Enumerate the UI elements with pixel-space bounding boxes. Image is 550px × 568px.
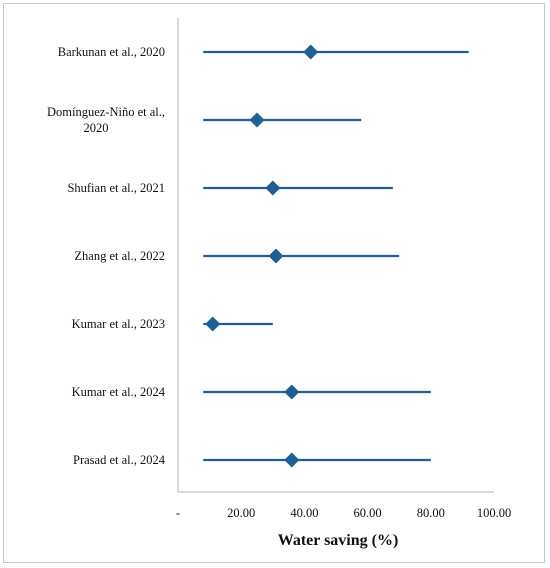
study-row: Prasad et al., 2024 bbox=[73, 452, 431, 468]
point-estimate-marker bbox=[265, 180, 281, 196]
study-row: Shufian et al., 2021 bbox=[67, 180, 393, 196]
study-row: Kumar et al., 2023 bbox=[72, 316, 273, 332]
chart-axes bbox=[177, 18, 494, 493]
study-label: Shufian et al., 2021 bbox=[67, 181, 165, 195]
study-row: Kumar et al., 2024 bbox=[72, 384, 431, 400]
point-estimate-marker bbox=[284, 452, 300, 468]
study-label: Domínguez-Niño et al., bbox=[47, 105, 165, 119]
chart-frame bbox=[3, 3, 545, 563]
x-tick-label: - bbox=[176, 506, 180, 520]
x-tick-label: 40.00 bbox=[290, 506, 318, 520]
point-estimate-marker bbox=[268, 248, 284, 264]
study-row: Domínguez-Niño et al., 2020 bbox=[47, 105, 362, 135]
study-label: Kumar et al., 2023 bbox=[72, 317, 165, 331]
x-tick-label: 60.00 bbox=[354, 506, 382, 520]
study-label: Zhang et al., 2022 bbox=[74, 249, 165, 263]
study-label: 2020 bbox=[84, 121, 109, 135]
x-tick-label: 100.00 bbox=[477, 506, 511, 520]
study-row: Zhang et al., 2022 bbox=[74, 248, 400, 264]
study-rows: Barkunan et al., 2020 Domínguez-Niño et a… bbox=[47, 44, 469, 468]
point-estimate-marker bbox=[303, 44, 319, 60]
study-row: Barkunan et al., 2020 bbox=[58, 44, 469, 60]
point-estimate-marker bbox=[284, 384, 300, 400]
x-tick-labels: - 20.00 40.00 60.00 80.00 100.00 bbox=[176, 506, 511, 520]
study-label: Prasad et al., 2024 bbox=[73, 453, 166, 467]
x-tick-label: 80.00 bbox=[417, 506, 445, 520]
point-estimate-marker bbox=[249, 112, 265, 128]
study-label: Kumar et al., 2024 bbox=[72, 385, 166, 399]
x-axis-title: Water saving (%) bbox=[278, 532, 399, 549]
point-estimate-marker bbox=[205, 316, 221, 332]
study-label: Barkunan et al., 2020 bbox=[58, 45, 165, 59]
x-tick-label: 20.00 bbox=[227, 506, 255, 520]
